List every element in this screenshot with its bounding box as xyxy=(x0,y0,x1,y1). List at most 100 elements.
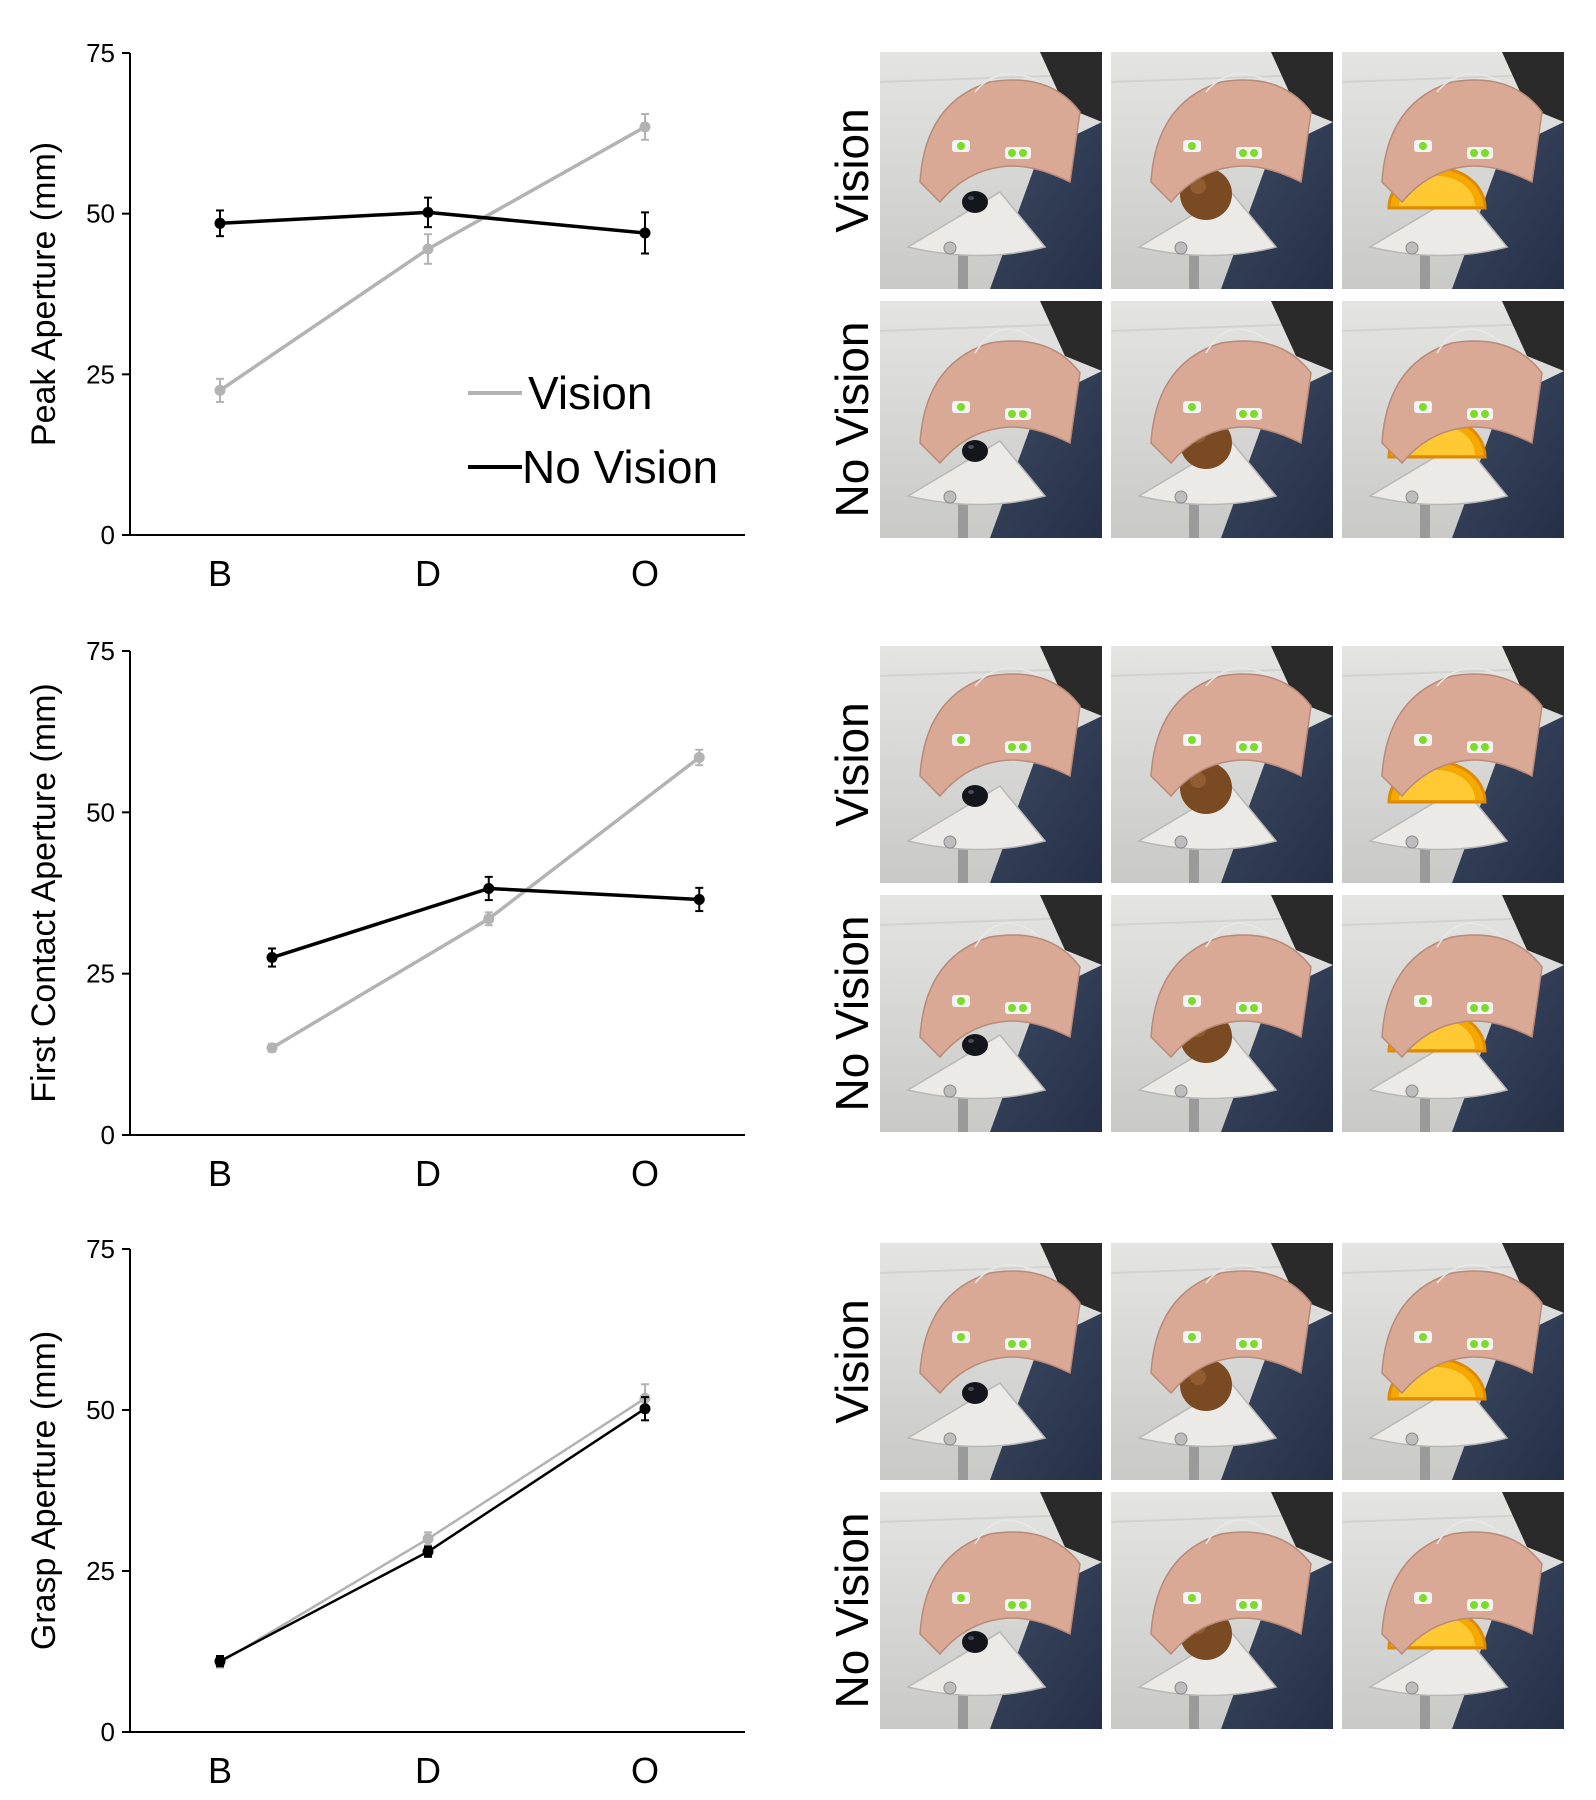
blueberry-highlight xyxy=(968,1387,974,1391)
marker-led xyxy=(1419,736,1427,744)
series-vision xyxy=(214,113,651,403)
stand-platform xyxy=(1137,785,1278,851)
sensor-wire xyxy=(974,73,1041,93)
hand xyxy=(1381,934,1543,1059)
marker-led xyxy=(1481,1601,1489,1609)
sleeve xyxy=(1502,301,1564,371)
legend-label: Vision xyxy=(528,367,652,419)
x-tick-label: D xyxy=(415,1153,441,1194)
hand xyxy=(1150,1270,1312,1395)
marker-led xyxy=(1008,743,1016,751)
series-line xyxy=(219,1397,646,1664)
photo-cell xyxy=(1110,1243,1334,1480)
marker-led xyxy=(957,403,965,411)
photo-panels: Vision No Vision Vision No Vision Vision No V… xyxy=(826,52,1565,1729)
y-tick-label: 25 xyxy=(86,959,115,989)
y-tick-label: 0 xyxy=(101,1120,115,1150)
y-tick-label: 50 xyxy=(86,797,115,827)
photo-cell xyxy=(1341,1492,1565,1729)
marker-led xyxy=(1239,743,1247,751)
photo-cell xyxy=(1110,52,1334,289)
stand-pole xyxy=(1189,1423,1199,1480)
sensor-wire xyxy=(1436,328,1503,354)
marker-led xyxy=(1239,410,1247,418)
marker-led xyxy=(1250,1004,1258,1012)
chart-peak: 0 25 50 75 B D O Peak Aperture (mm) Vision No Vis… xyxy=(25,38,745,594)
y-tick-label: 50 xyxy=(86,199,115,229)
sleeve xyxy=(1040,1492,1102,1562)
photo-cell xyxy=(1110,1492,1334,1729)
x-tick-label: O xyxy=(631,1153,659,1194)
data-point xyxy=(639,227,651,239)
series-line xyxy=(219,125,646,392)
photo-panel-3: Vision No Vision xyxy=(826,1243,1565,1729)
blueberry xyxy=(962,1034,988,1056)
marker-led xyxy=(1470,1601,1478,1609)
stand-pole xyxy=(958,826,968,883)
stand-pole xyxy=(1420,1075,1430,1132)
data-point xyxy=(483,913,495,925)
stand-pole xyxy=(1420,1423,1430,1480)
sensor-wire xyxy=(1436,73,1503,93)
row-label-vision: Vision xyxy=(826,702,878,826)
series-no-vision xyxy=(214,196,651,255)
photo-cell xyxy=(879,895,1103,1132)
hand xyxy=(1381,1270,1543,1395)
photo-cell xyxy=(1341,895,1565,1132)
stand-platform xyxy=(1137,1034,1278,1100)
marker-led xyxy=(1188,1333,1196,1341)
marker-led xyxy=(1481,743,1489,751)
marker-led xyxy=(1470,1004,1478,1012)
sleeve xyxy=(1271,646,1333,716)
marker-led xyxy=(1019,1601,1027,1609)
data-point xyxy=(639,1403,651,1415)
marker-led xyxy=(1250,1340,1258,1348)
charts: 0 25 50 75 B D O Peak Aperture (mm) Vision No Vis… xyxy=(25,38,745,1791)
marker-led xyxy=(1419,997,1427,1005)
marker-led xyxy=(957,997,965,1005)
marker-led xyxy=(1419,142,1427,150)
series-vision xyxy=(214,1383,651,1669)
marker-led xyxy=(1188,736,1196,744)
marker-led xyxy=(1008,1601,1016,1609)
sensor-wire xyxy=(1205,1264,1272,1284)
blueberry xyxy=(962,1631,988,1653)
photo-cell xyxy=(1341,1243,1565,1480)
stand-bolt xyxy=(1405,835,1419,849)
stand-bolt xyxy=(943,1432,957,1446)
photo-cell xyxy=(1341,646,1565,883)
chart-first-contact: 0 25 50 75 B D O First Contact Aperture (mm) xyxy=(25,636,745,1194)
data-point xyxy=(422,1546,434,1558)
stand-bolt xyxy=(1405,1681,1419,1695)
chart-grasp: 0 25 50 75 B D O Grasp Aperture (mm) xyxy=(25,1234,745,1791)
stand-platform xyxy=(906,1631,1047,1697)
stand-bolt xyxy=(1174,490,1188,504)
stand-bolt xyxy=(1405,490,1419,504)
sensor-wire xyxy=(974,667,1041,687)
sensor-wire xyxy=(1436,1519,1503,1545)
hand xyxy=(1381,1531,1543,1656)
photo-cell xyxy=(879,1492,1103,1729)
x-tick-label: D xyxy=(415,553,441,594)
marker-led xyxy=(1419,1594,1427,1602)
marker-led xyxy=(957,142,965,150)
sleeve xyxy=(1040,52,1102,122)
blueberry-highlight xyxy=(968,790,974,794)
photo-cell xyxy=(879,52,1103,289)
stand-pole xyxy=(1420,1672,1430,1729)
stand-pole xyxy=(958,481,968,538)
donut-highlight xyxy=(1190,178,1206,194)
stand-platform xyxy=(1137,1631,1278,1697)
stand-pole xyxy=(1189,1075,1199,1132)
marker-led xyxy=(1239,1340,1247,1348)
x-tick-label: O xyxy=(631,1750,659,1791)
y-tick-label: 0 xyxy=(101,1717,115,1747)
hand xyxy=(1150,1531,1312,1656)
marker-led xyxy=(1250,410,1258,418)
marker-led xyxy=(1008,149,1016,157)
stand-bolt xyxy=(943,241,957,255)
data-point xyxy=(422,206,434,218)
photo-cell xyxy=(879,646,1103,883)
hand xyxy=(1381,340,1543,465)
